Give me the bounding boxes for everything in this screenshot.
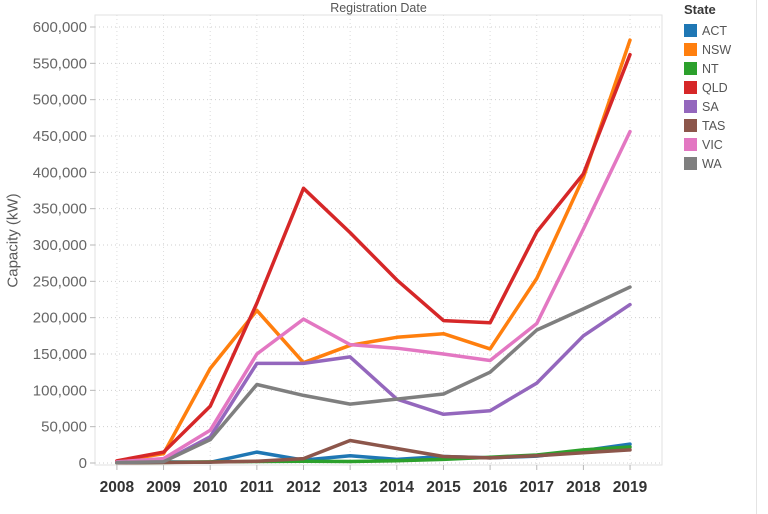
legend-item-label: QLD (702, 80, 728, 95)
y-tick-label: 50,000 (41, 419, 87, 436)
pane-divider (756, 0, 757, 514)
legend-item-qld[interactable]: QLD (684, 78, 756, 97)
legend-item-vic[interactable]: VIC (684, 135, 756, 154)
legend-swatch-icon (684, 100, 697, 113)
legend-item-label: SA (702, 99, 719, 114)
legend-item-label: VIC (702, 137, 723, 152)
y-tick-label: 500,000 (33, 92, 87, 109)
y-tick-label: 400,000 (33, 164, 87, 181)
series-line-vic[interactable] (115, 129, 632, 464)
legend-item-wa[interactable]: WA (684, 154, 756, 173)
legend-item-list: ACT NSW NT QLD SA TAS VIC WA (684, 21, 756, 173)
x-tick-label: 2015 (426, 479, 461, 496)
x-tick-label: 2013 (333, 479, 368, 496)
x-tick-label: 2018 (566, 479, 601, 496)
chart-title: Registration Date (330, 1, 427, 15)
legend-item-label: NSW (702, 42, 732, 57)
legend-title: State (684, 2, 716, 17)
legend-item-act[interactable]: ACT (684, 21, 756, 40)
x-tick-label: 2014 (380, 479, 415, 496)
y-tick-label: 550,000 (33, 55, 87, 72)
legend-item-label: WA (702, 156, 722, 171)
legend-item-tas[interactable]: TAS (684, 116, 756, 135)
legend-swatch-icon (684, 157, 697, 170)
y-axis-title: Capacity (kW) (4, 193, 22, 288)
legend-item-label: NT (702, 61, 719, 76)
x-tick-label: 2010 (193, 479, 227, 496)
series-line-qld[interactable] (115, 52, 632, 463)
x-tick-label: 2016 (473, 479, 508, 496)
legend-swatch-icon (684, 24, 697, 37)
legend-item-sa[interactable]: SA (684, 97, 756, 116)
x-tick-label: 2017 (520, 479, 554, 496)
legend-item-nt[interactable]: NT (684, 59, 756, 78)
y-tick-label: 600,000 (33, 19, 87, 36)
x-tick-label: 2009 (146, 479, 181, 496)
series-line-sa[interactable] (115, 302, 632, 465)
y-tick-label: 150,000 (33, 346, 87, 363)
legend-swatch-icon (684, 81, 697, 94)
legend-swatch-icon (684, 119, 697, 132)
series-line-tas[interactable] (115, 438, 632, 465)
plot-border (94, 14, 663, 466)
y-tick-label: 100,000 (33, 382, 87, 399)
x-tick-label: 2008 (100, 479, 135, 496)
legend: State ACT NSW NT QLD SA TAS VIC WA (684, 2, 756, 173)
y-tick-label: 350,000 (33, 201, 87, 218)
series-line-nsw[interactable] (115, 38, 632, 463)
legend-item-nsw[interactable]: NSW (684, 40, 756, 59)
y-tick-label: 200,000 (33, 310, 87, 327)
legend-swatch-icon (684, 43, 697, 56)
y-tick-label: 300,000 (33, 237, 87, 254)
y-tick-label: 0 (79, 455, 87, 472)
legend-swatch-icon (684, 62, 697, 75)
y-tick-label: 250,000 (33, 273, 87, 290)
series-line-wa[interactable] (115, 285, 632, 465)
x-tick-label: 2011 (240, 479, 274, 496)
legend-item-label: ACT (702, 23, 727, 38)
legend-swatch-icon (684, 138, 697, 151)
y-tick-label: 450,000 (33, 128, 87, 145)
legend-item-label: TAS (702, 118, 726, 133)
x-tick-label: 2012 (286, 479, 320, 496)
x-tick-label: 2019 (613, 479, 648, 496)
